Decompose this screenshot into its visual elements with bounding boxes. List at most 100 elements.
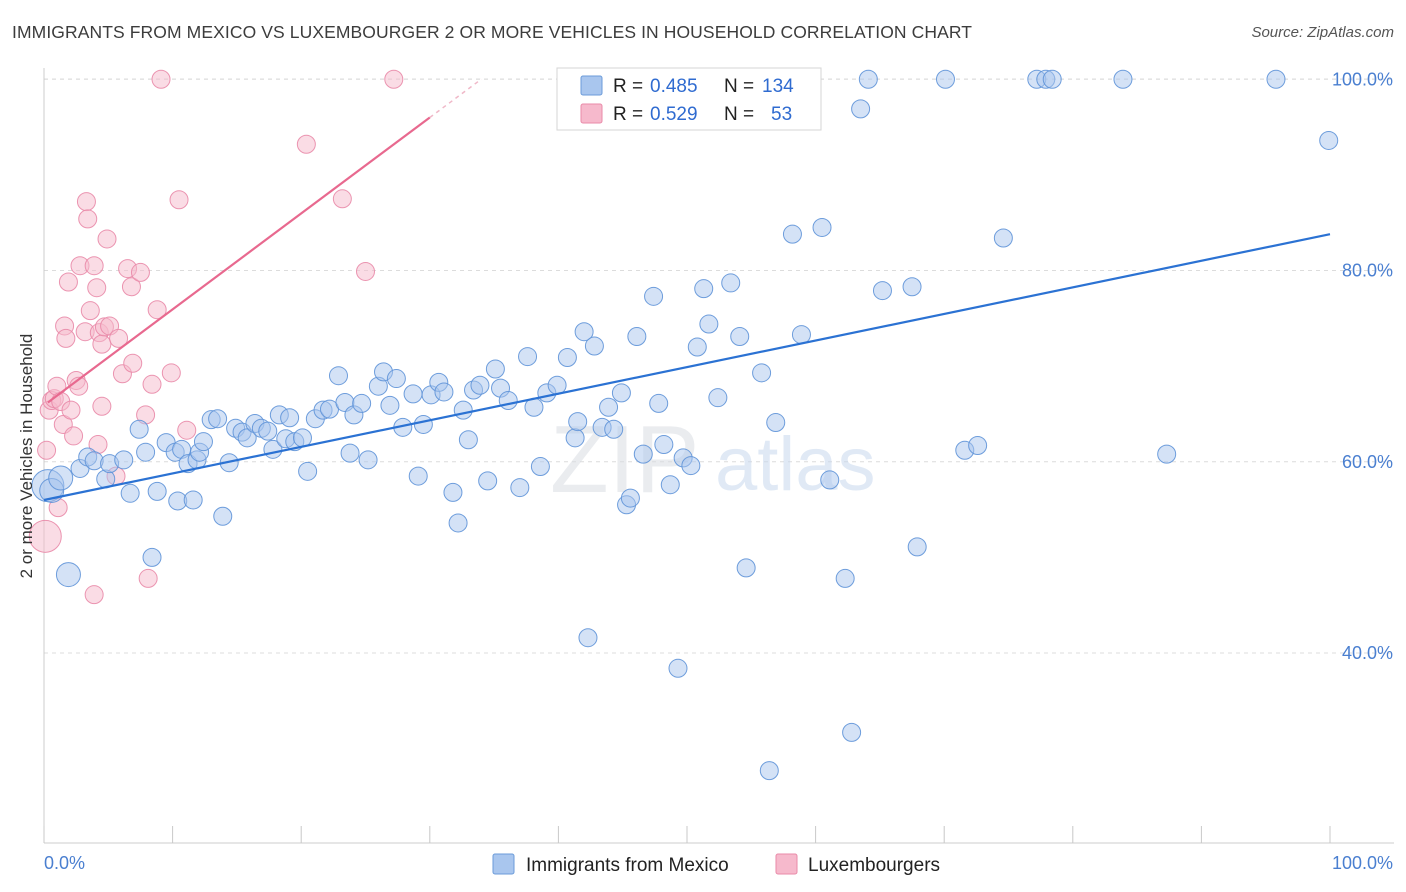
- mexico-point: [485, 359, 505, 379]
- mexico-point: [1042, 69, 1062, 89]
- mexico-point: [193, 432, 213, 452]
- luxembourger-point: [109, 328, 129, 348]
- mexico-point: [147, 481, 167, 501]
- mexico-point: [142, 547, 162, 567]
- legend-r-value-pink: 0.529: [650, 104, 698, 125]
- mexico-point: [907, 537, 927, 557]
- mexico-point: [791, 325, 811, 345]
- luxembourger-point: [84, 585, 104, 605]
- mexico-point: [835, 568, 855, 588]
- mexico-point: [604, 419, 624, 439]
- mexico-point: [633, 444, 653, 464]
- x-tick-labels: 0.0% 100.0%: [44, 853, 1393, 873]
- mexico-point: [213, 506, 233, 526]
- mexico-point: [620, 488, 640, 508]
- mexico-point: [858, 69, 878, 89]
- y-tick-label: 40.0%: [1342, 643, 1393, 663]
- mexico-point: [434, 382, 454, 402]
- mexico-point: [851, 99, 871, 119]
- luxembourger-point: [58, 272, 78, 292]
- legend-r-label-blue: R =: [613, 76, 643, 97]
- x-tick-label: 100.0%: [1332, 853, 1393, 873]
- mexico-point: [55, 562, 81, 588]
- mexico-point: [530, 457, 550, 477]
- x-axis-ticks: [43, 826, 1331, 843]
- mexico-point: [721, 273, 741, 293]
- mexico-point: [1157, 444, 1177, 464]
- bottom-legend-luxembourgers: Luxembourgers: [808, 855, 940, 876]
- luxembourger-point: [37, 440, 57, 460]
- luxembourger-point: [80, 301, 100, 321]
- luxembourger-point: [142, 374, 162, 394]
- mexico-point: [935, 69, 955, 89]
- mexico-point: [453, 400, 473, 420]
- mexico-point: [681, 456, 701, 476]
- bottom-legend-mexico: Immigrants from Mexico: [526, 855, 729, 876]
- grid-lines: [44, 78, 1394, 654]
- legend-n-value-pink: 53: [771, 104, 792, 125]
- luxembourger-point: [296, 134, 316, 154]
- mexico-point: [687, 337, 707, 357]
- mexico-point: [183, 490, 203, 510]
- mexico-point: [578, 628, 598, 648]
- luxembourger-point: [356, 261, 375, 281]
- mexico-point: [759, 761, 779, 781]
- legend-blue-swatch: [580, 75, 603, 96]
- mexico-point: [403, 384, 423, 404]
- mexico-points: [31, 69, 1339, 781]
- legend-pink-swatch: [580, 103, 603, 124]
- series-legend: Immigrants from Mexico Luxembourgers: [492, 853, 940, 876]
- mexico-point: [358, 450, 378, 470]
- mexico-point: [752, 363, 772, 383]
- source-label: Source: ZipAtlas.com: [1251, 24, 1394, 41]
- luxembourger-point: [177, 420, 197, 440]
- luxembourger-trendline: [47, 116, 431, 404]
- mexico-point: [694, 279, 714, 299]
- mexico-point: [352, 393, 372, 413]
- mexico-point: [340, 443, 360, 463]
- mexico-point: [478, 471, 498, 491]
- luxembourger-point: [384, 69, 404, 89]
- mexico-point: [114, 450, 134, 470]
- mexico-point: [136, 442, 156, 462]
- mexico-point: [48, 465, 74, 491]
- luxembourger-point: [64, 426, 84, 446]
- luxembourger-point: [151, 69, 171, 89]
- bottom-legend-blue-swatch: [492, 853, 515, 875]
- mexico-point: [902, 277, 922, 297]
- trendlines: [43, 78, 1331, 502]
- mexico-point: [736, 558, 756, 578]
- mexico-point: [120, 483, 140, 503]
- mexico-point: [84, 451, 104, 471]
- mexico-point: [568, 412, 588, 432]
- luxembourger-point: [123, 353, 143, 373]
- luxembourger-point: [147, 300, 167, 320]
- mexico-point: [993, 228, 1013, 248]
- luxembourger-point: [28, 519, 62, 553]
- luxembourger-point: [56, 328, 76, 348]
- mexico-point: [668, 658, 688, 678]
- mexico-point: [627, 326, 647, 346]
- mexico-point: [565, 428, 585, 448]
- mexico-point: [498, 391, 518, 411]
- mexico-point: [812, 217, 832, 237]
- mexico-point: [518, 347, 538, 367]
- mexico-point: [574, 322, 594, 342]
- mexico-point: [766, 413, 786, 433]
- luxembourger-point: [92, 334, 112, 354]
- chart-title: IMMIGRANTS FROM MEXICO VS LUXEMBOURGER 2…: [12, 22, 973, 42]
- y-tick-label: 60.0%: [1342, 452, 1393, 472]
- luxembourger-point: [84, 256, 104, 276]
- legend-n-label-pink: N =: [724, 104, 754, 125]
- mexico-point: [557, 348, 577, 368]
- mexico-point: [968, 435, 988, 455]
- luxembourger-point: [332, 189, 352, 209]
- luxembourgers-points: [28, 69, 404, 605]
- mexico-point: [386, 369, 406, 389]
- legend-r-label-pink: R =: [613, 104, 643, 125]
- mexico-point: [408, 466, 428, 486]
- y-tick-labels: 100.0% 80.0% 60.0% 40.0%: [1332, 69, 1393, 663]
- mexico-point: [842, 722, 862, 742]
- watermark-atlas: atlas: [715, 422, 876, 507]
- luxembourger-point: [161, 363, 181, 383]
